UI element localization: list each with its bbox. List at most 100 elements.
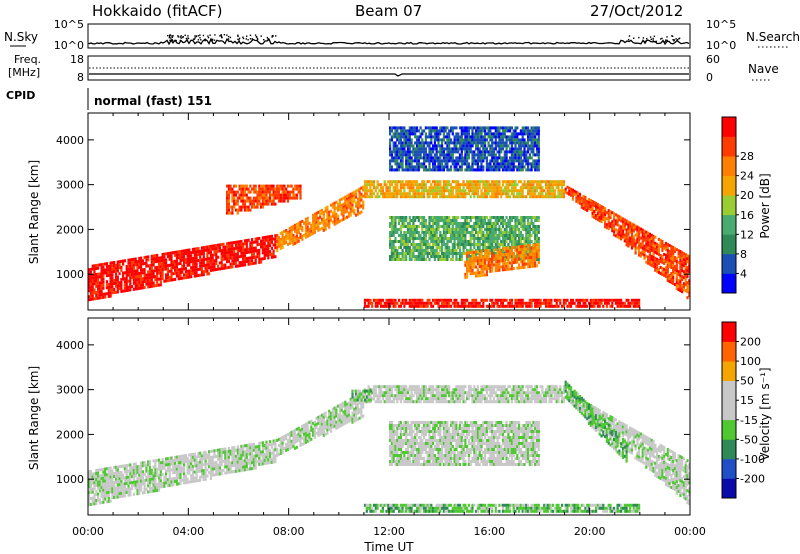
- power-cell: [492, 180, 496, 184]
- power-cell: [342, 211, 345, 215]
- power-cell: [358, 205, 361, 209]
- nsearch-dot: [193, 38, 196, 40]
- power-cell: [537, 186, 540, 190]
- power-cell: [267, 184, 270, 188]
- power-cell: [279, 184, 282, 188]
- power-cell: [512, 240, 515, 243]
- power-cell: [510, 144, 513, 148]
- power-cell: [630, 237, 634, 241]
- power-cell: [437, 135, 440, 139]
- power-cell: [424, 222, 427, 225]
- power-cell: [89, 297, 92, 301]
- power-cell: [261, 245, 264, 249]
- power-cell: [505, 252, 508, 256]
- power-cell: [535, 216, 539, 219]
- power-cell: [204, 263, 207, 267]
- power-cell: [406, 180, 410, 184]
- power-cell: [500, 156, 503, 160]
- power-cell: [510, 147, 513, 151]
- power-cell: [482, 138, 485, 142]
- power-cell: [141, 268, 144, 272]
- power-cell: [491, 153, 494, 157]
- power-cell: [328, 216, 331, 220]
- power-cell: [534, 186, 537, 190]
- power-cell: [161, 268, 164, 271]
- power-cell: [297, 221, 300, 225]
- power-cell: [233, 247, 236, 251]
- power-cell: [505, 228, 508, 231]
- power-cell: [552, 192, 555, 196]
- power-cell: [494, 269, 497, 273]
- power-cell: [371, 195, 374, 199]
- power-cell: [123, 283, 126, 287]
- power-cell: [475, 189, 478, 193]
- power-cell: [405, 165, 408, 169]
- power-cell: [163, 279, 166, 283]
- power-cell: [498, 180, 501, 184]
- power-cell: [387, 189, 390, 193]
- power-cell: [650, 242, 653, 246]
- power-cell: [460, 225, 463, 228]
- power-cell: [480, 273, 483, 277]
- power-cell: [489, 260, 492, 264]
- power-cell: [170, 251, 173, 255]
- power-cell: [527, 192, 530, 196]
- power-cell: [659, 244, 662, 248]
- power-cell: [457, 147, 460, 151]
- power-cell: [455, 183, 458, 187]
- power-cell: [509, 168, 512, 172]
- power-cell: [415, 153, 419, 157]
- power-cell: [535, 132, 539, 136]
- power-cell: [362, 194, 365, 198]
- power-cell: [398, 180, 401, 184]
- power-cell: [510, 240, 513, 243]
- power-cell: [204, 269, 207, 273]
- power-cell: [682, 288, 685, 292]
- power-cell: [462, 225, 465, 228]
- power-cell: [625, 234, 628, 238]
- power-cell: [630, 228, 634, 232]
- power-cell: [435, 129, 438, 133]
- power-cell: [145, 273, 148, 277]
- power-cell: [485, 189, 488, 193]
- power-cell: [432, 150, 435, 154]
- power-cell: [399, 237, 402, 240]
- power-cell: [398, 192, 401, 196]
- power-cell: [125, 280, 128, 283]
- power-cell: [623, 221, 626, 225]
- power-cell: [134, 284, 137, 288]
- power-cell: [478, 259, 481, 263]
- power-cell: [432, 129, 435, 133]
- power-cell: [217, 255, 220, 259]
- power-cell: [514, 237, 517, 240]
- power-cell: [242, 184, 245, 188]
- power-cell: [140, 268, 143, 272]
- power-cell: [582, 197, 585, 201]
- power-cell: [285, 190, 288, 194]
- power-cell: [460, 258, 463, 261]
- power-cell: [252, 205, 255, 209]
- power-cell: [260, 239, 263, 243]
- power-cell: [548, 180, 551, 184]
- power-cell: [396, 189, 399, 193]
- power-cell: [145, 276, 148, 280]
- power-cell: [444, 222, 447, 225]
- nsearch-dot: [649, 36, 652, 38]
- power-cell: [191, 259, 195, 263]
- power-cell: [636, 246, 639, 250]
- power-cell: [356, 206, 359, 210]
- power-cell: [485, 183, 488, 187]
- power-cell: [344, 204, 347, 208]
- power-cell: [95, 276, 98, 279]
- power-cell: [240, 248, 243, 252]
- power-cell: [527, 126, 530, 130]
- power-cell: [419, 192, 422, 196]
- power-cell: [356, 212, 359, 216]
- power-cell: [496, 246, 499, 249]
- power-cell: [487, 249, 490, 252]
- power-cell: [453, 216, 456, 219]
- power-cell: [229, 211, 232, 215]
- power-cell: [193, 271, 196, 275]
- power-cell: [473, 234, 476, 237]
- power-cell: [399, 180, 402, 184]
